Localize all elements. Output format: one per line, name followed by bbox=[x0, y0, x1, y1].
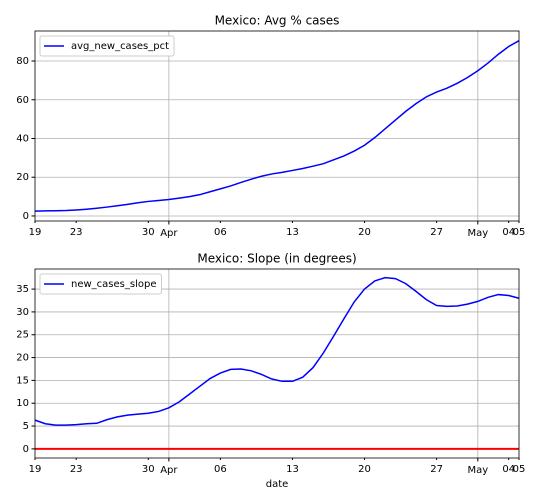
x-axis-label: date bbox=[266, 479, 289, 490]
y-tick-label: 10 bbox=[16, 398, 29, 409]
y-tick-label: 20 bbox=[16, 353, 29, 364]
legend-label: new_cases_slope bbox=[71, 279, 156, 290]
x-tick-label: 13 bbox=[286, 464, 299, 475]
legend-box bbox=[39, 273, 162, 295]
x-tick-label: 23 bbox=[70, 464, 83, 475]
legend-box bbox=[39, 35, 175, 57]
y-tick-label: 15 bbox=[16, 375, 29, 386]
line-series bbox=[34, 40, 520, 212]
y-tick-label: 60 bbox=[16, 95, 29, 106]
y-tick-label: 0 bbox=[23, 444, 29, 455]
axes-frame bbox=[34, 30, 520, 222]
x-tick-label: 30 bbox=[142, 227, 155, 238]
legend-label: avg_new_cases_pct bbox=[71, 41, 169, 52]
x-tick-label: 05 bbox=[513, 227, 526, 238]
chart-title: Mexico: Avg % cases bbox=[215, 14, 340, 28]
x-tick-label: May bbox=[467, 228, 488, 239]
x-tick-label: Apr bbox=[160, 465, 178, 476]
x-tick-label: 13 bbox=[286, 227, 299, 238]
x-tick-label: 19 bbox=[29, 464, 42, 475]
legend: new_cases_slope bbox=[39, 273, 162, 295]
y-tick-label: 25 bbox=[16, 330, 29, 341]
x-tick-label: 27 bbox=[430, 464, 443, 475]
y-tick-label: 30 bbox=[16, 307, 29, 318]
x-tick-label: 04 bbox=[502, 464, 515, 475]
y-tick-label: 20 bbox=[16, 172, 29, 183]
line-series bbox=[34, 276, 520, 426]
x-tick-label: 19 bbox=[29, 227, 42, 238]
x-tick-label: 06 bbox=[214, 227, 227, 238]
x-tick-label: 30 bbox=[142, 464, 155, 475]
x-tick-label: 04 bbox=[502, 227, 515, 238]
y-tick-label: 35 bbox=[16, 284, 29, 295]
x-tick-label: May bbox=[467, 465, 488, 476]
x-tick-label: Apr bbox=[160, 228, 178, 239]
chart-title: Mexico: Slope (in degrees) bbox=[197, 252, 356, 266]
y-tick-label: 5 bbox=[23, 421, 29, 432]
axes-frame bbox=[34, 268, 520, 459]
y-tick-label: 80 bbox=[16, 56, 29, 67]
x-tick-label: 20 bbox=[358, 464, 371, 475]
y-tick-label: 0 bbox=[23, 211, 29, 222]
x-tick-label: 23 bbox=[70, 227, 83, 238]
y-tick-label: 40 bbox=[16, 133, 29, 144]
legend: avg_new_cases_pct bbox=[39, 35, 175, 57]
x-tick-label: 27 bbox=[430, 227, 443, 238]
x-tick-label: 05 bbox=[513, 464, 526, 475]
x-tick-label: 06 bbox=[214, 464, 227, 475]
x-tick-label: 20 bbox=[358, 227, 371, 238]
